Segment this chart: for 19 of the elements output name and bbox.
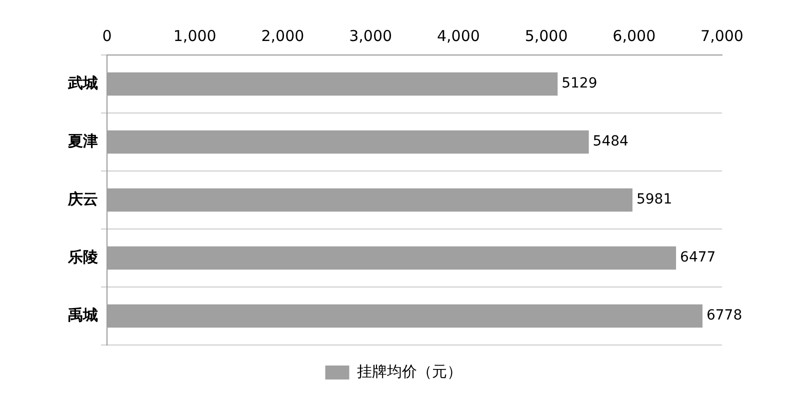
data-label: 6477 bbox=[680, 250, 716, 266]
data-label: 5129 bbox=[562, 76, 598, 92]
y-tick-label: 乐陵 bbox=[67, 248, 98, 266]
y-tick-label: 庆云 bbox=[67, 190, 98, 208]
x-tick-label: 5,000 bbox=[524, 26, 568, 45]
x-tick-label: 6,000 bbox=[612, 26, 656, 45]
x-tick-label: 4,000 bbox=[436, 26, 480, 45]
data-label: 5981 bbox=[636, 192, 672, 208]
data-label: 5484 bbox=[592, 134, 629, 150]
legend-label: 挂牌均价（元） bbox=[356, 362, 462, 380]
data-label: 6778 bbox=[706, 308, 742, 324]
x-tick-label: 1,000 bbox=[173, 26, 216, 45]
x-tick-label: 2,000 bbox=[261, 26, 304, 45]
y-tick-label: 武城 bbox=[67, 74, 98, 92]
x-tick-label: 3,000 bbox=[349, 26, 392, 45]
x-tick-label: 0 bbox=[102, 26, 112, 45]
y-tick-label: 禹城 bbox=[68, 306, 98, 324]
y-tick-label: 夏津 bbox=[67, 132, 98, 150]
x-tick-label: 7,000 bbox=[700, 26, 744, 45]
